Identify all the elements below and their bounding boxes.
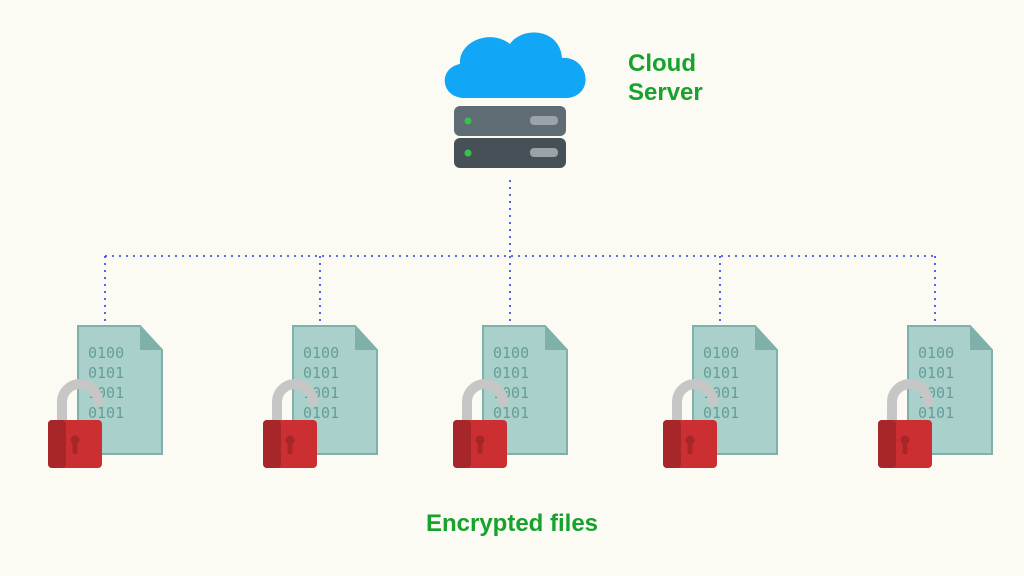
cloud-server-label-line2: Server	[628, 79, 703, 106]
encrypted-file-5	[870, 320, 1000, 480]
encrypted-file-icon	[255, 320, 385, 480]
encrypted-file-icon	[445, 320, 575, 480]
cloud-server-group	[420, 20, 600, 180]
encrypted-files-label: Encrypted files	[0, 510, 1024, 538]
encrypted-file-icon	[40, 320, 170, 480]
cloud-server-label-line1: Cloud	[628, 50, 696, 77]
encrypted-file-2	[255, 320, 385, 480]
encrypted-file-3	[445, 320, 575, 480]
encrypted-files-row: 0100 0101 1001 0101	[0, 320, 1024, 480]
encrypted-file-4	[655, 320, 785, 480]
cloud-server-label: Cloud Server	[628, 50, 703, 108]
encrypted-file-icon	[870, 320, 1000, 480]
encrypted-file-icon	[655, 320, 785, 480]
cloud-server-icon	[420, 20, 600, 180]
encrypted-file-1	[40, 320, 170, 480]
cloud-icon	[445, 32, 586, 98]
server-icon	[454, 106, 566, 168]
